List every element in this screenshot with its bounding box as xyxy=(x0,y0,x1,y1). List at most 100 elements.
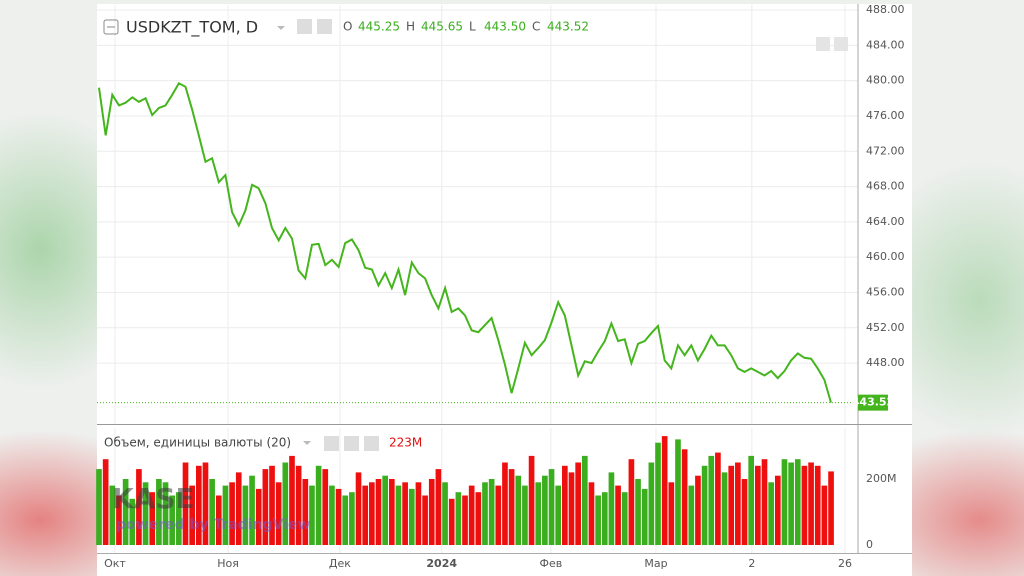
volume-bar xyxy=(668,482,675,546)
volume-bar xyxy=(222,485,229,546)
ohlc-value: 445.65 xyxy=(421,20,463,34)
volume-bar xyxy=(648,462,655,546)
x-tick-label: Ноя xyxy=(217,557,239,570)
volume-bar xyxy=(209,478,215,546)
volume-bar xyxy=(528,455,535,546)
volume-bar xyxy=(768,482,774,546)
ohlc-legend: O 445.25 H 445.65 L 443.50 C 443.52 xyxy=(343,20,589,34)
volume-bar xyxy=(255,488,262,546)
volume-bar xyxy=(708,455,715,546)
volume-bar xyxy=(495,485,502,546)
volume-bar xyxy=(761,459,768,546)
volume-bar xyxy=(655,442,661,546)
volume-bar xyxy=(794,459,801,546)
volume-bar xyxy=(575,462,581,546)
y-tick-label: 456.00 xyxy=(866,285,905,298)
volume-bar xyxy=(102,459,109,546)
last-price-box xyxy=(858,394,888,411)
volume-bar xyxy=(548,469,555,546)
last-price-label: 443.52 xyxy=(852,396,894,409)
volume-bar xyxy=(715,452,721,546)
x-tick-label: Фев xyxy=(540,557,563,570)
volume-bar xyxy=(129,498,136,546)
volume-bar xyxy=(335,488,342,546)
format-button[interactable] xyxy=(344,436,359,451)
volume-bar xyxy=(562,465,568,546)
symbol-title: USDKZT_TOM, D xyxy=(126,18,258,38)
y-tick-label: 484.00 xyxy=(866,38,905,51)
volume-bar xyxy=(701,465,708,546)
volume-bar xyxy=(329,485,335,546)
volume-bar xyxy=(615,485,621,546)
volume-bar xyxy=(628,459,635,546)
y-tick-label: 200M xyxy=(866,472,897,485)
volume-bar xyxy=(249,475,255,546)
volume-bar xyxy=(302,478,309,546)
volume-bar xyxy=(808,462,814,546)
volume-bar xyxy=(375,478,382,546)
ohlc-value: 443.52 xyxy=(547,20,589,34)
volume-bar xyxy=(182,462,189,546)
volume-title: Объем, единицы валюты (20) xyxy=(104,436,291,450)
volume-bar xyxy=(415,482,422,546)
volume-bar xyxy=(475,492,482,546)
watermark-text: powered by TradingView xyxy=(116,517,310,533)
volume-bar xyxy=(422,495,428,546)
volume-bar xyxy=(382,475,388,546)
settings-button[interactable] xyxy=(324,436,339,451)
volume-bar xyxy=(828,471,834,546)
volume-bar xyxy=(641,488,648,546)
y-tick-label: 468.00 xyxy=(866,180,905,193)
format-button[interactable] xyxy=(317,19,332,34)
volume-bar xyxy=(748,455,755,546)
volume-bar xyxy=(755,465,761,546)
volume-bar xyxy=(502,462,508,546)
volume-bar xyxy=(515,475,522,546)
volume-bar xyxy=(661,436,668,546)
volume-bar xyxy=(315,465,322,546)
ohlc-key: O xyxy=(343,20,352,34)
volume-bar xyxy=(116,495,122,546)
y-tick-label: 476.00 xyxy=(866,109,905,122)
volume-bar xyxy=(295,465,302,546)
volume-bar xyxy=(195,465,202,546)
y-tick-label: 464.00 xyxy=(866,215,905,228)
volume-bar xyxy=(96,469,102,546)
volume-bar xyxy=(728,465,735,546)
volume-bar xyxy=(275,482,282,546)
volume-bar xyxy=(508,469,515,546)
close-button[interactable] xyxy=(364,436,379,451)
volume-bar xyxy=(402,482,408,546)
scroll-button[interactable] xyxy=(834,37,848,51)
volume-bar xyxy=(801,465,808,546)
volume-bar xyxy=(695,475,701,546)
ohlc-key: C xyxy=(532,20,540,34)
scroll-button[interactable] xyxy=(816,37,830,51)
volume-bar xyxy=(468,485,475,546)
x-tick-label: 2 xyxy=(748,557,755,570)
ohlc-value: 443.50 xyxy=(484,20,526,34)
volume-bar xyxy=(462,495,468,546)
volume-bar xyxy=(408,488,415,546)
x-tick-label: Дек xyxy=(329,557,351,570)
volume-bar xyxy=(189,485,195,546)
volume-bar xyxy=(322,469,329,546)
x-tick-label: Окт xyxy=(104,557,126,570)
settings-button[interactable] xyxy=(297,19,312,34)
volume-bar xyxy=(542,475,548,546)
y-tick-label: 448.00 xyxy=(866,356,905,369)
x-tick-label: 2024 xyxy=(426,557,457,570)
volume-bar xyxy=(455,492,462,546)
volume-bar xyxy=(395,485,402,546)
price-line xyxy=(98,81,832,403)
volume-bar xyxy=(721,472,728,546)
marks xyxy=(96,81,858,546)
volume-bar xyxy=(109,485,116,546)
volume-last: 223M xyxy=(389,436,422,450)
x-tick-label: Мар xyxy=(644,557,667,570)
collapse-button[interactable] xyxy=(103,19,119,35)
volume-bar xyxy=(202,462,209,546)
volume-bar xyxy=(675,439,681,546)
volume-bar xyxy=(235,472,242,546)
